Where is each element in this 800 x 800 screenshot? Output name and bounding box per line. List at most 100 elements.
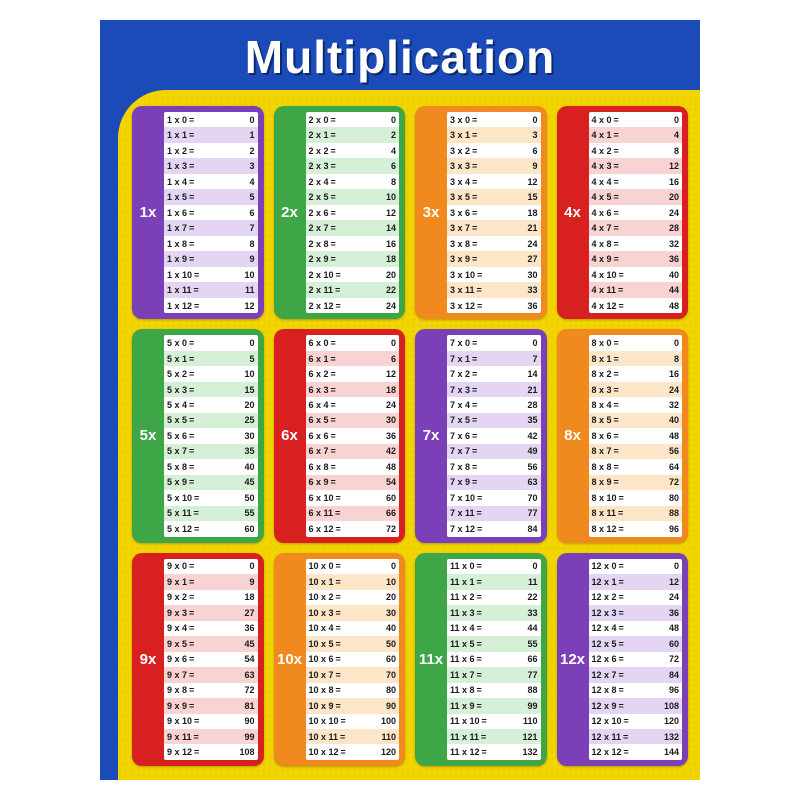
equation-result: 0 [196, 561, 254, 571]
equation-lhs: 8 x 11 [592, 508, 617, 518]
table-row: 12 x 0=0 [589, 559, 683, 574]
equation-equals: = [187, 130, 196, 140]
equation-result: 42 [338, 446, 396, 456]
equation-lhs: 12 x 12 [592, 747, 622, 757]
equation-lhs: 1 x 4 [167, 177, 187, 187]
equation-lhs: 6 x 2 [309, 369, 329, 379]
equation-lhs: 8 x 10 [592, 493, 617, 503]
equation-lhs: 5 x 3 [167, 385, 187, 395]
equation-result: 90 [343, 701, 396, 711]
equation-result: 1 [196, 130, 254, 140]
equation-result: 110 [489, 716, 538, 726]
table-row: 5 x 2=10 [164, 366, 258, 381]
table-row: 3 x 5=15 [447, 189, 541, 204]
table-row: 7 x 9=63 [447, 475, 541, 490]
table-rows: 7 x 0=07 x 1=77 x 2=147 x 3=217 x 4=287 … [447, 335, 541, 536]
equation-result: 24 [621, 385, 679, 395]
equation-lhs: 3 x 11 [450, 285, 475, 295]
table-row: 6 x 12=72 [306, 521, 400, 536]
table-row: 9 x 8=72 [164, 683, 258, 698]
equation-equals: = [187, 477, 196, 487]
table-card-12: 12x12 x 0=012 x 1=1212 x 2=2412 x 3=3612… [557, 553, 689, 766]
equation-equals: = [470, 254, 479, 264]
equation-result: 120 [631, 716, 679, 726]
equation-lhs: 12 x 8 [592, 685, 617, 695]
equation-result: 55 [201, 508, 255, 518]
table-row: 8 x 4=32 [589, 397, 683, 412]
equation-equals: = [329, 192, 338, 202]
equation-equals: = [475, 685, 484, 695]
equation-equals: = [480, 716, 489, 726]
equation-lhs: 7 x 5 [450, 415, 470, 425]
equation-lhs: 5 x 1 [167, 354, 187, 364]
equation-result: 7 [196, 223, 254, 233]
table-row: 1 x 9=9 [164, 251, 258, 266]
equation-result: 66 [342, 508, 396, 518]
table-row: 2 x 3=6 [306, 158, 400, 173]
equation-lhs: 3 x 1 [450, 130, 470, 140]
table-rows: 12 x 0=012 x 1=1212 x 2=2412 x 3=3612 x … [589, 559, 683, 760]
table-row: 11 x 7=77 [447, 667, 541, 682]
equation-lhs: 6 x 5 [309, 415, 329, 425]
equation-result: 9 [196, 577, 254, 587]
equation-result: 12 [621, 161, 679, 171]
equation-result: 36 [626, 608, 679, 618]
equation-result: 0 [338, 338, 396, 348]
equation-result: 12 [338, 208, 396, 218]
equation-result: 120 [348, 747, 396, 757]
equation-lhs: 7 x 12 [450, 524, 475, 534]
equation-equals: = [470, 146, 479, 156]
equation-equals: = [470, 223, 479, 233]
equation-equals: = [187, 446, 196, 456]
equation-lhs: 1 x 5 [167, 192, 187, 202]
equation-equals: = [187, 223, 196, 233]
equation-equals: = [187, 400, 196, 410]
equation-lhs: 8 x 8 [592, 462, 612, 472]
table-row: 3 x 9=27 [447, 251, 541, 266]
table-row: 3 x 0=0 [447, 112, 541, 127]
equation-equals: = [612, 192, 621, 202]
equation-result: 6 [479, 146, 537, 156]
equation-equals: = [612, 415, 621, 425]
table-row: 12 x 6=72 [589, 652, 683, 667]
equation-result: 9 [196, 254, 254, 264]
equation-lhs: 10 x 9 [309, 701, 334, 711]
equation-lhs: 4 x 7 [592, 223, 612, 233]
table-row: 2 x 8=16 [306, 236, 400, 251]
equation-equals: = [192, 747, 201, 757]
equation-lhs: 6 x 3 [309, 385, 329, 395]
equation-result: 30 [343, 608, 396, 618]
equation-equals: = [187, 431, 196, 441]
equation-lhs: 2 x 5 [309, 192, 329, 202]
equation-lhs: 4 x 5 [592, 192, 612, 202]
table-row: 11 x 8=88 [447, 683, 541, 698]
table-row: 10 x 2=20 [306, 590, 400, 605]
equation-equals: = [334, 270, 343, 280]
equation-equals: = [329, 239, 338, 249]
equation-equals: = [470, 115, 479, 125]
equation-equals: = [187, 701, 196, 711]
equation-result: 64 [621, 462, 679, 472]
table-row: 2 x 1=2 [306, 127, 400, 142]
equation-result: 18 [196, 592, 254, 602]
table-row: 6 x 7=42 [306, 444, 400, 459]
equation-equals: = [187, 385, 196, 395]
equation-equals: = [470, 462, 479, 472]
equation-equals: = [192, 732, 201, 742]
equation-lhs: 12 x 0 [592, 561, 617, 571]
equation-result: 18 [479, 208, 537, 218]
equation-equals: = [622, 716, 631, 726]
equation-lhs: 2 x 10 [309, 270, 334, 280]
table-row: 9 x 3=27 [164, 605, 258, 620]
equation-lhs: 5 x 7 [167, 446, 187, 456]
table-row: 12 x 1=12 [589, 574, 683, 589]
equation-lhs: 12 x 3 [592, 608, 617, 618]
equation-equals: = [475, 301, 484, 311]
equation-result: 99 [484, 701, 538, 711]
equation-lhs: 6 x 9 [309, 477, 329, 487]
table-row: 6 x 10=60 [306, 490, 400, 505]
equation-lhs: 7 x 10 [450, 493, 475, 503]
equation-result: 44 [484, 623, 538, 633]
equation-lhs: 3 x 0 [450, 115, 470, 125]
equation-lhs: 5 x 2 [167, 369, 187, 379]
